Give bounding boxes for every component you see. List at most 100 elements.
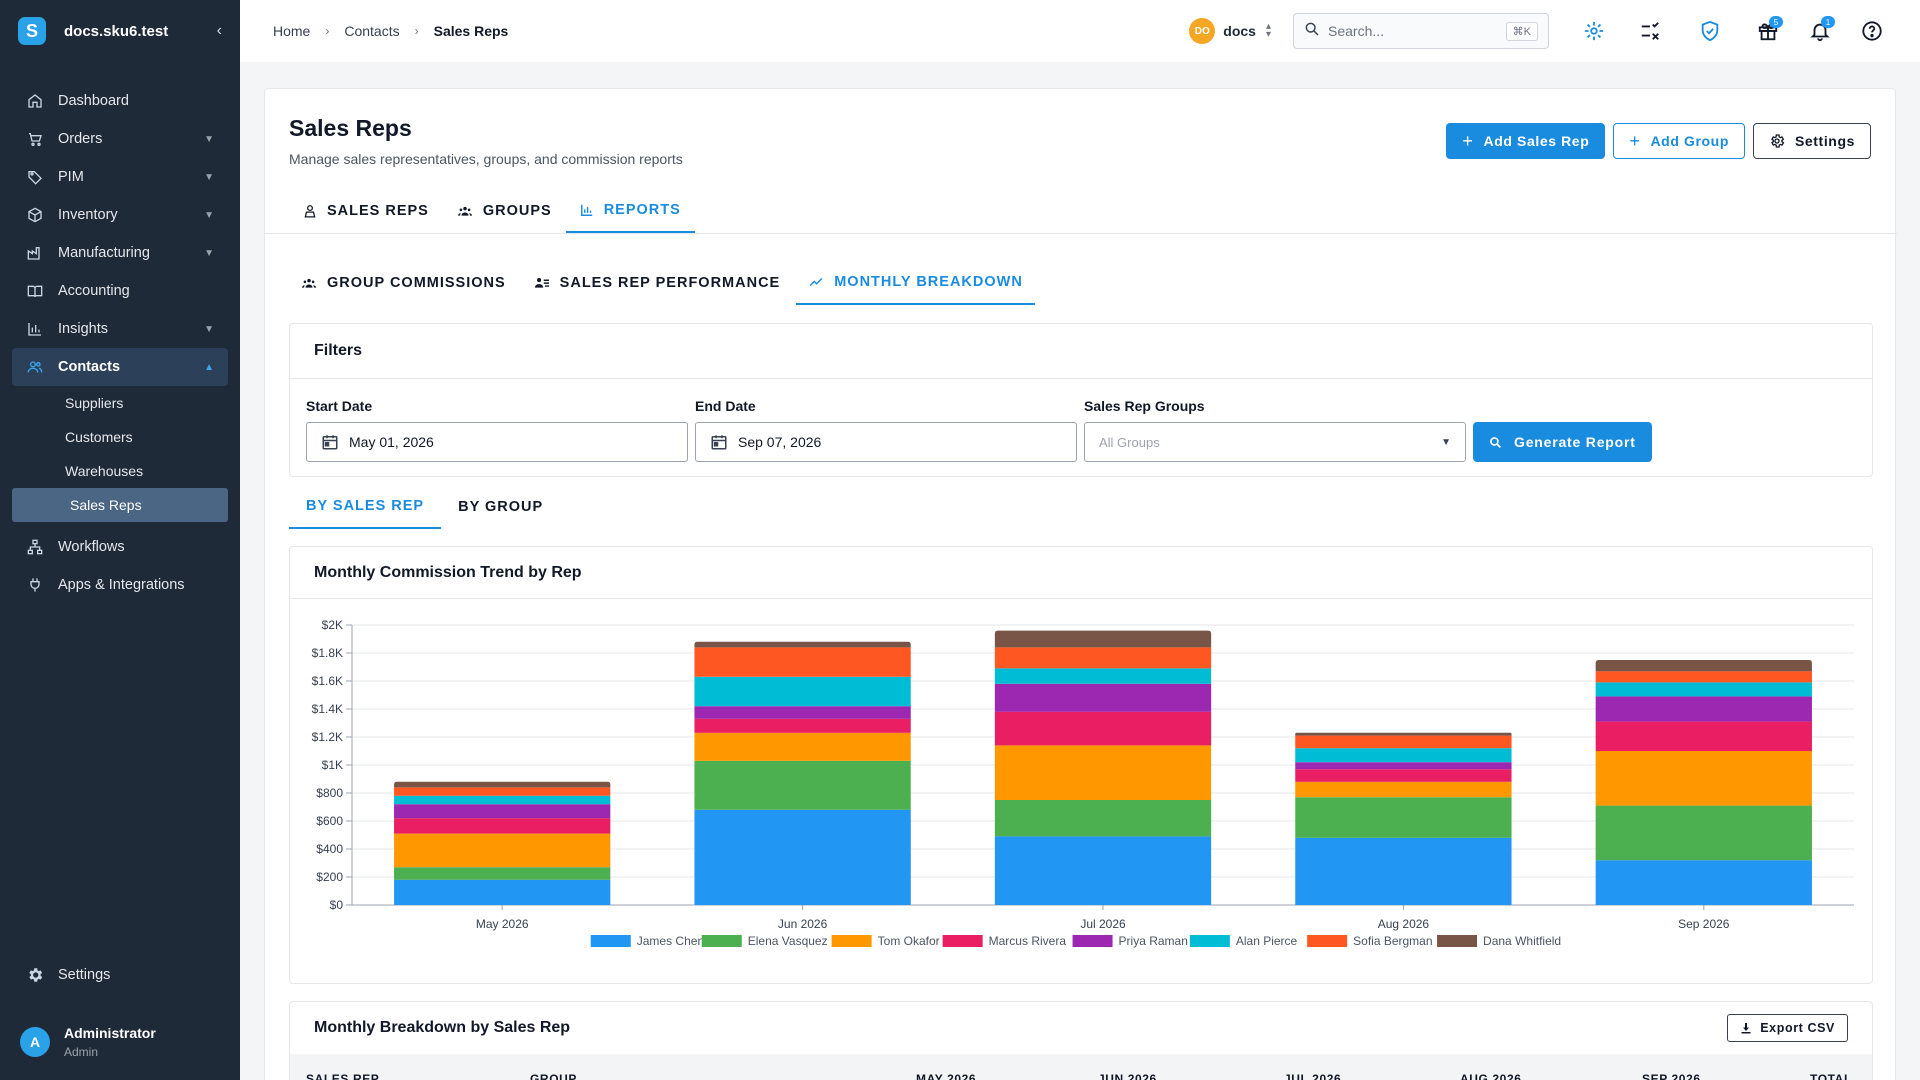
col-header-jul[interactable]: JUL 2026 — [1284, 1072, 1342, 1080]
sales-rep-groups-label: Sales Rep Groups — [1084, 398, 1205, 414]
search-input[interactable]: Search... ⌘K — [1293, 13, 1549, 49]
bar-segment-james-chen — [394, 879, 611, 905]
task-switch-icon[interactable] — [1635, 16, 1665, 46]
settings-button[interactable]: Settings — [1752, 123, 1871, 159]
sidebar-item-settings[interactable]: Settings — [0, 956, 240, 994]
col-header-group[interactable]: GROUP — [530, 1072, 578, 1080]
notification-badge: 1 — [1821, 16, 1835, 28]
sidebar-item-pim[interactable]: PIM ▼ — [12, 158, 228, 196]
tab-label: GROUPS — [482, 203, 552, 219]
bar-chart-icon — [26, 320, 44, 338]
user-profile[interactable]: A Administrator Admin — [0, 1012, 240, 1072]
avatar: A — [20, 1027, 50, 1057]
tab-by-sales-rep[interactable]: BY SALES REP — [289, 485, 442, 529]
person-badge-icon — [303, 204, 317, 218]
legend-label: Dana Whitfield — [1483, 934, 1561, 948]
bar-segment-alan-pierce — [994, 668, 1212, 684]
legend-label: James Chen — [637, 934, 704, 948]
chevron-down-icon: ▼ — [204, 209, 214, 221]
legend-swatch — [701, 935, 742, 947]
col-header-sales-rep[interactable]: SALES REP — [306, 1072, 380, 1080]
shield-icon[interactable] — [1695, 16, 1725, 46]
sidebar-subitem-sales-reps[interactable]: Sales Reps — [12, 488, 228, 522]
y-tick-label: $800 — [316, 786, 343, 800]
tab-group-commissions[interactable]: GROUP COMMISSIONS — [289, 261, 518, 305]
breadcrumb: Home › Contacts › Sales Reps — [273, 23, 1189, 39]
col-header-sep[interactable]: SEP 2026 — [1642, 1072, 1701, 1080]
plug-icon — [26, 576, 44, 594]
ai-sparkle-icon[interactable] — [1579, 16, 1609, 46]
bar-segment-james-chen — [1595, 860, 1812, 905]
sidebar-item-workflows[interactable]: Workflows — [12, 528, 228, 566]
sidebar: S docs.sku6.test ‹ Dashboard Orders ▼ PI… — [0, 0, 240, 1080]
org-switcher[interactable]: DO docs ▴ ▾ — [1189, 18, 1271, 44]
add-group-button[interactable]: + Add Group — [1613, 123, 1745, 159]
y-tick-label: $1.2K — [312, 730, 343, 744]
tab-groups[interactable]: GROUPS — [443, 189, 566, 233]
export-csv-button[interactable]: Export CSV — [1727, 1014, 1848, 1042]
y-tick-label: $600 — [316, 814, 343, 828]
generate-report-button[interactable]: Generate Report — [1473, 422, 1652, 462]
sidebar-item-insights[interactable]: Insights ▼ — [12, 310, 228, 348]
add-group-label: Add Group — [1650, 133, 1729, 149]
sidebar-item-label: Workflows — [58, 539, 125, 555]
book-icon — [26, 282, 44, 300]
sidebar-item-orders[interactable]: Orders ▼ — [12, 120, 228, 158]
breadcrumb-separator-icon: › — [414, 24, 419, 38]
collapse-sidebar-icon[interactable]: ‹ — [216, 22, 222, 39]
add-sales-rep-label: Add Sales Rep — [1483, 133, 1590, 149]
breadcrumb-home[interactable]: Home — [273, 23, 311, 39]
breadcrumb-separator-icon: › — [325, 24, 330, 38]
bar-segment-alan-pierce — [1595, 682, 1812, 697]
chevron-down-icon: ▼ — [204, 171, 214, 183]
breadcrumb-contacts[interactable]: Contacts — [344, 23, 400, 39]
brand-name: docs.sku6.test — [64, 22, 169, 40]
sales-rep-groups-select[interactable]: All Groups ▼ — [1084, 422, 1466, 462]
sidebar-item-inventory[interactable]: Inventory ▼ — [12, 196, 228, 234]
gift-badge: 5 — [1769, 16, 1783, 28]
org-avatar: DO — [1189, 18, 1216, 44]
col-header-jun[interactable]: JUN 2026 — [1098, 1072, 1157, 1080]
sidebar-item-contacts[interactable]: Contacts ▲ — [12, 348, 228, 386]
tab-sales-rep-performance[interactable]: SALES REP PERFORMANCE — [522, 261, 793, 305]
tab-sales-reps[interactable]: SALES REPS — [289, 189, 443, 233]
gift-icon[interactable]: 5 — [1753, 16, 1783, 46]
bar-segment-james-chen — [994, 836, 1212, 905]
col-header-total[interactable]: TOTAL — [1810, 1072, 1852, 1080]
sidebar-item-dashboard[interactable]: Dashboard — [12, 82, 228, 120]
y-tick-label: $1.4K — [312, 702, 343, 716]
bar-chart-icon — [580, 203, 594, 217]
end-date-field[interactable]: Sep 07, 2026 — [695, 422, 1077, 462]
plus-icon: + — [1462, 130, 1474, 151]
legend-swatch — [1437, 935, 1478, 947]
search-placeholder: Search... — [1328, 23, 1385, 39]
people-icon — [26, 358, 44, 376]
brand-logo[interactable]: S — [18, 17, 46, 45]
sidebar-item-accounting[interactable]: Accounting — [12, 272, 228, 310]
x-tick-label: May 2026 — [476, 917, 529, 931]
tag-icon — [26, 168, 44, 186]
tab-monthly-breakdown[interactable]: MONTHLY BREAKDOWN — [796, 261, 1035, 305]
tab-by-group[interactable]: BY GROUP — [458, 499, 544, 515]
sidebar-subitem-suppliers[interactable]: Suppliers — [65, 395, 124, 411]
sidebar-item-manufacturing[interactable]: Manufacturing ▼ — [12, 234, 228, 272]
start-date-field[interactable]: May 01, 2026 — [306, 422, 688, 462]
breakdown-table-card: Monthly Breakdown by Sales Rep Export CS… — [289, 1001, 1873, 1080]
start-date-value: May 01, 2026 — [349, 434, 434, 450]
tabs-divider — [265, 233, 1897, 234]
sidebar-item-label: Orders — [58, 131, 103, 147]
tab-reports[interactable]: REPORTS — [565, 189, 695, 233]
bar-segment-marcus-rivera — [1295, 769, 1512, 782]
add-sales-rep-button[interactable]: + Add Sales Rep — [1446, 123, 1606, 159]
col-header-may[interactable]: MAY 2026 — [916, 1072, 977, 1080]
bar-segment-tom-okafor — [1595, 751, 1812, 806]
col-header-aug[interactable]: AUG 2026 — [1460, 1072, 1522, 1080]
bell-icon[interactable]: 1 — [1805, 16, 1835, 46]
sidebar-item-label: Manufacturing — [58, 245, 150, 261]
sidebar-subitem-customers[interactable]: Customers — [65, 429, 133, 445]
sidebar-item-apps-integrations[interactable]: Apps & Integrations — [12, 566, 228, 604]
primary-tabs: SALES REPS GROUPS REPORTS — [289, 189, 695, 233]
help-icon[interactable] — [1857, 16, 1887, 46]
legend-label: Alan Pierce — [1236, 934, 1298, 948]
sidebar-subitem-warehouses[interactable]: Warehouses — [65, 463, 144, 479]
